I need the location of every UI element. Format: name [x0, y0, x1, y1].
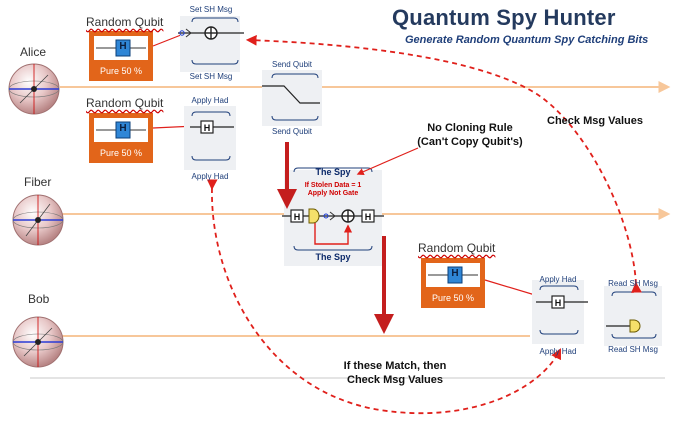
fiber-bloch-sphere: [12, 194, 64, 246]
spy-note-line2: Apply Not Gate: [307, 190, 359, 197]
check-msg-note: Check Msg Values: [547, 115, 643, 127]
dashed-arrow-check-msg: [245, 34, 642, 293]
apply-had-label-top: Apply Had: [191, 96, 229, 105]
svg-text:H: H: [204, 123, 211, 133]
diagram-subtitle: Generate Random Quantum Spy Catching Bit…: [405, 34, 649, 46]
bob-apply-had-label-bottom: Apply Had: [539, 347, 577, 356]
read-sh-msg-label-bottom: Read SH Msg: [608, 345, 658, 354]
send-qubit-label-bottom: Send Qubit: [271, 127, 313, 136]
random-qubit-caption: Pure 50 %: [431, 293, 475, 303]
random-qubit-caption: Pure 50 %: [99, 148, 143, 158]
svg-text:H: H: [294, 212, 301, 222]
set-sh-msg-label-bottom: Set SH Msg: [189, 72, 233, 81]
no-cloning-line2: (Can't Copy Qubit's): [417, 136, 523, 148]
set-sh-msg-gate: [178, 16, 244, 72]
alice-bloch-sphere: [8, 63, 60, 115]
random-qubit-caption: Pure 50 %: [99, 66, 143, 76]
h-gate-icon: H: [119, 123, 127, 134]
spy-title-bottom: The Spy: [315, 252, 351, 262]
read-sh-msg-label-top: Read SH Msg: [608, 279, 658, 288]
apply-had-gate-alice: H: [184, 106, 236, 170]
random-qubit-label-bob: Random Qubit: [418, 241, 496, 255]
bob-apply-had-label-top: Apply Had: [539, 275, 577, 284]
random-qubit-label-fiber: Random Qubit: [86, 96, 164, 110]
match-note-line2: Check Msg Values: [347, 374, 443, 386]
svg-text:H: H: [365, 212, 372, 222]
send-qubit-label-top: Send Qubit: [271, 60, 313, 69]
match-note-line1: If these Match, then: [343, 360, 447, 372]
apply-had-gate-bob: H: [532, 280, 588, 344]
read-sh-msg-gate: [604, 286, 662, 346]
apply-had-label-bottom: Apply Had: [191, 172, 229, 181]
h-gate-icon: H: [119, 41, 127, 52]
send-qubit-gate: [262, 70, 322, 126]
fiber-label: Fiber: [24, 175, 52, 189]
alice-label: Alice: [20, 45, 47, 59]
random-qubit-label-alice: Random Qubit: [86, 15, 164, 29]
set-sh-msg-label-top: Set SH Msg: [189, 5, 233, 14]
diagram-title: Quantum Spy Hunter: [392, 5, 616, 30]
no-cloning-line1: No Cloning Rule: [427, 122, 513, 134]
random-qubit-box-alice: [89, 31, 153, 81]
bob-bloch-sphere: [12, 316, 64, 368]
h-gate-icon: H: [451, 268, 459, 279]
bob-label: Bob: [28, 292, 50, 306]
spy-title-top: The Spy: [315, 167, 351, 177]
spy-note-line1: If Stolen Data = 1: [304, 182, 362, 189]
random-qubit-box-fiber: [89, 113, 153, 163]
svg-text:H: H: [555, 298, 562, 308]
